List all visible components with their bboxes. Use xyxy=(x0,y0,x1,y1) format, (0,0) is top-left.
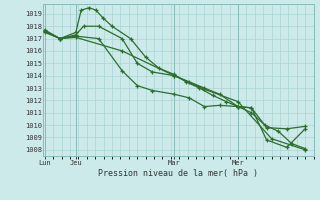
X-axis label: Pression niveau de la mer( hPa ): Pression niveau de la mer( hPa ) xyxy=(99,169,259,178)
